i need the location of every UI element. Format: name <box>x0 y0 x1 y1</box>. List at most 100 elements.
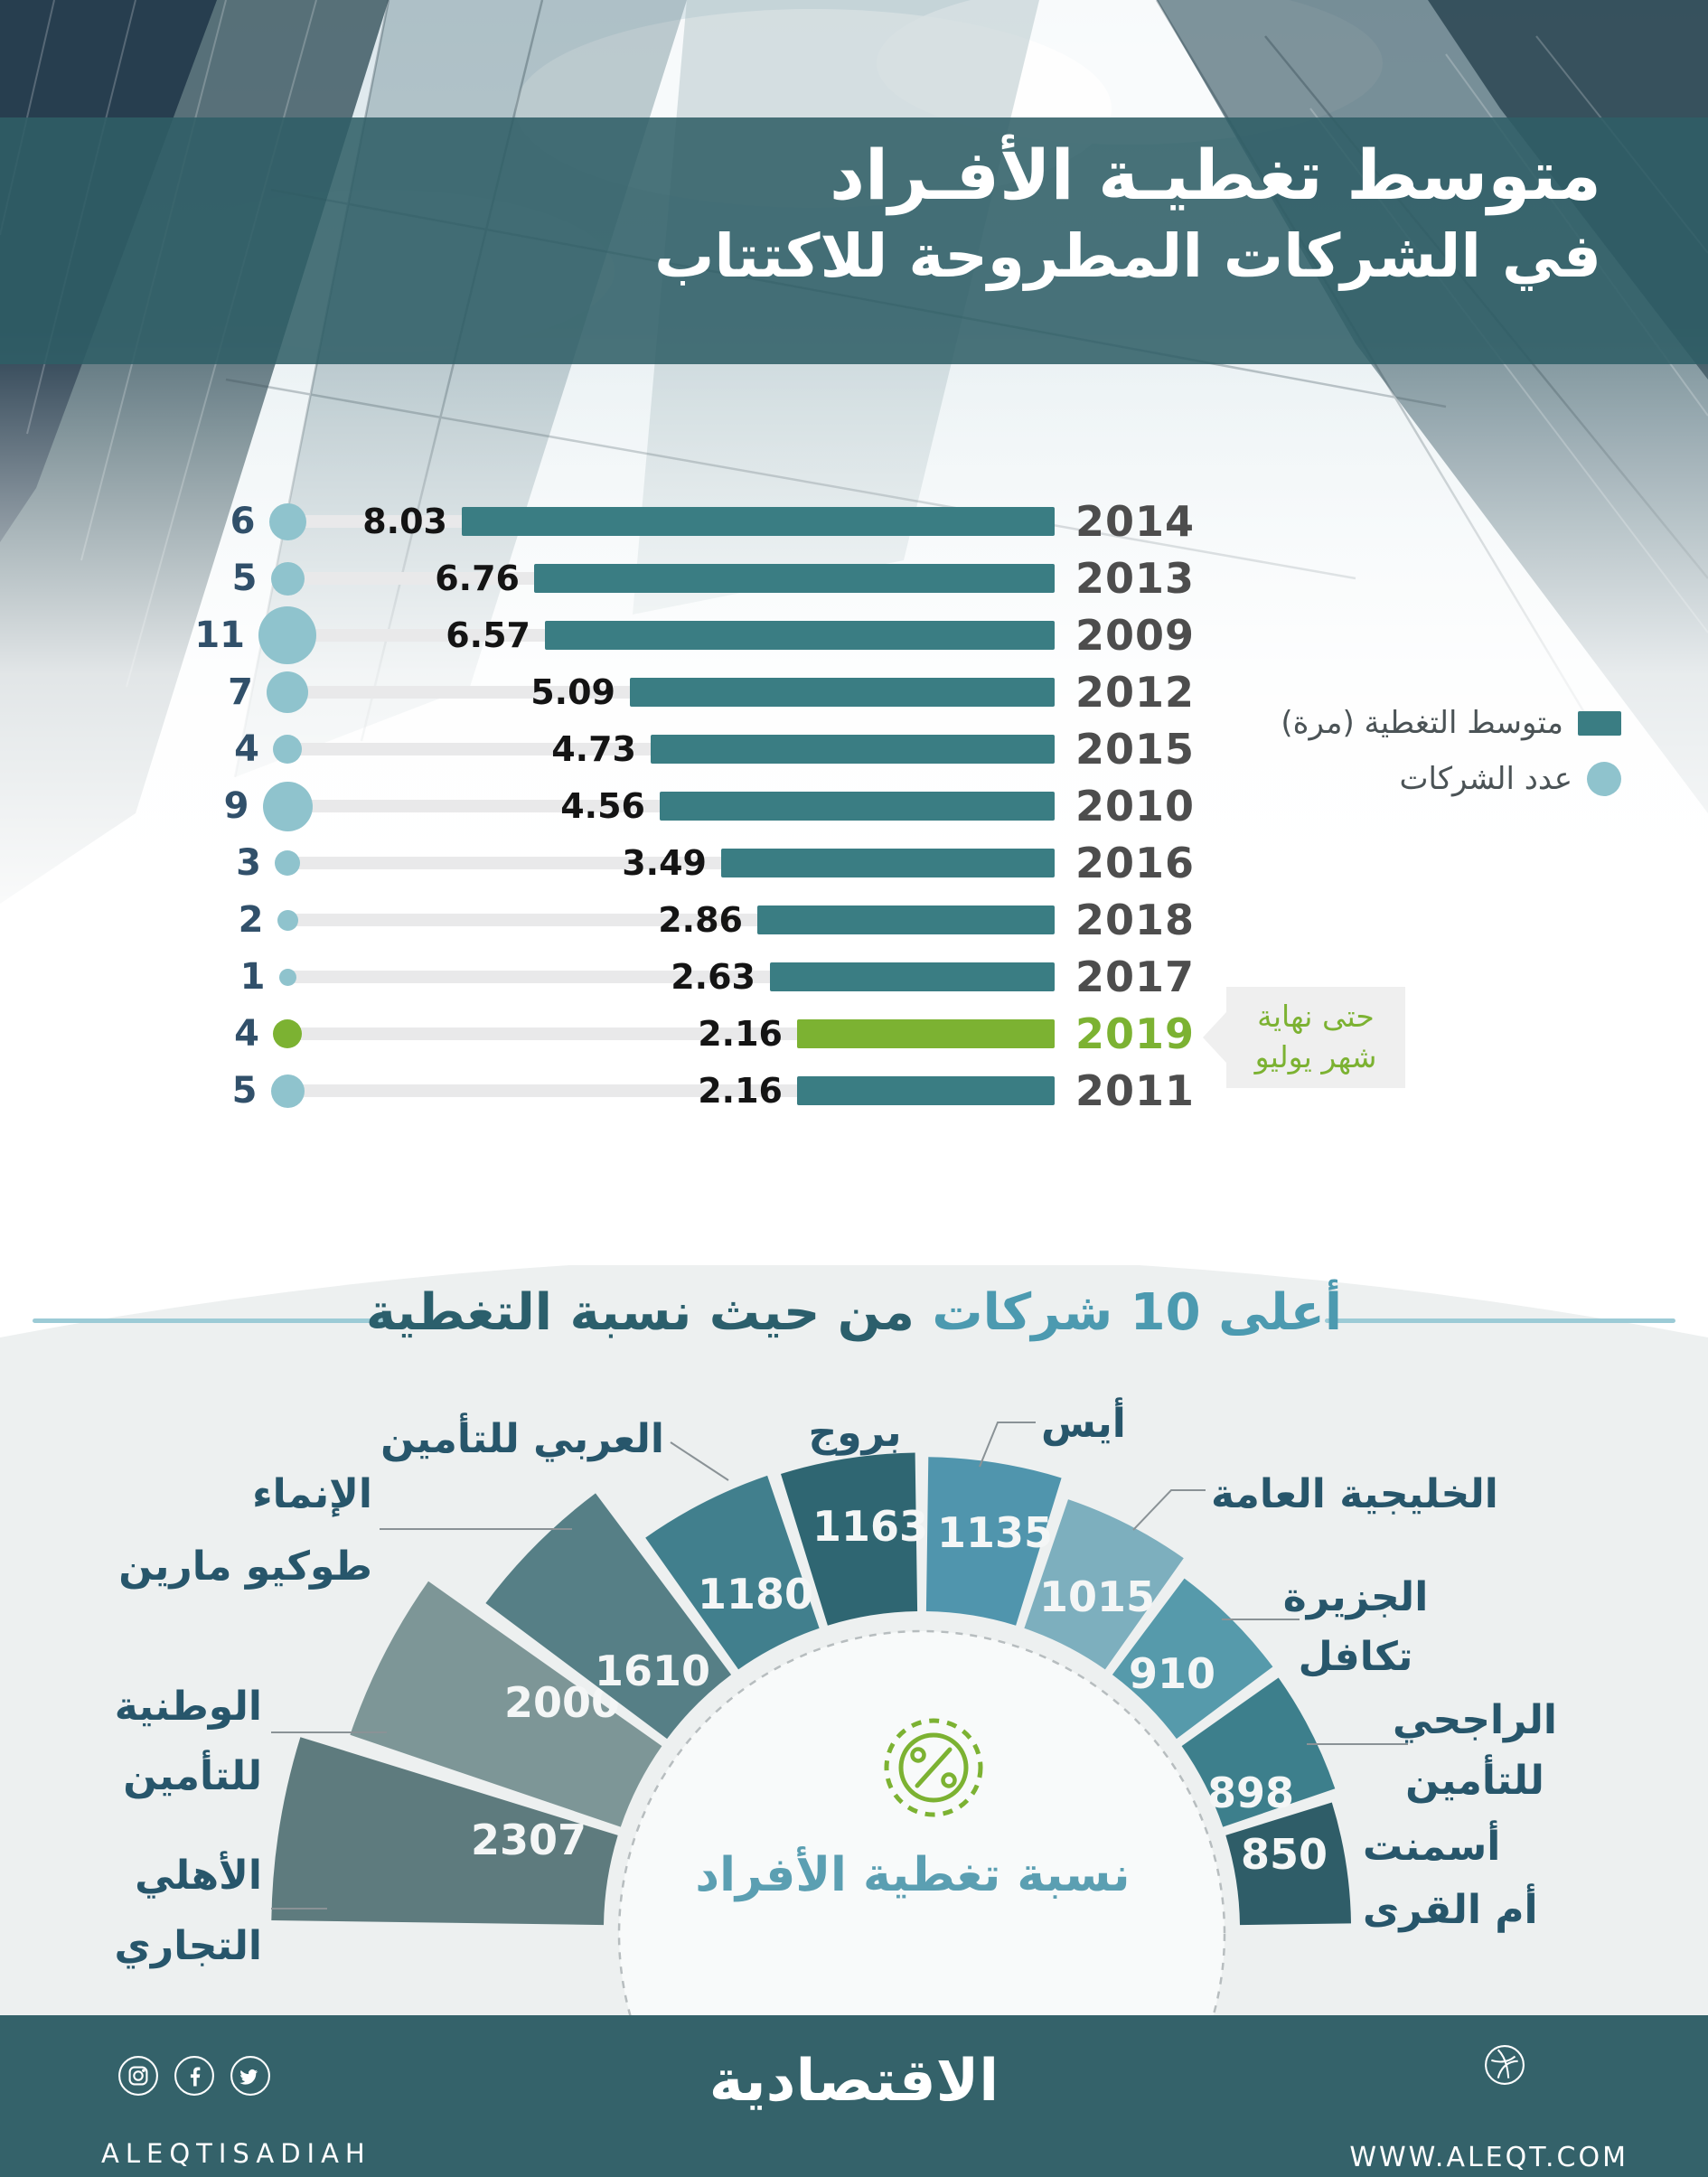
coverage-value: 2.16 <box>698 1071 783 1111</box>
chart-row-2011: 5 2.16 2011 <box>0 1063 1708 1119</box>
company-count-bubble <box>262 781 313 831</box>
company-count: 3 <box>236 842 261 884</box>
wedge-1 <box>271 1737 618 1926</box>
company-label: الراجحي <box>1393 1697 1557 1743</box>
company-label: الأهلي <box>135 1851 262 1899</box>
chart-row-2019: 4 2.16 2019 <box>0 1006 1708 1062</box>
company-label: للتأمين <box>1405 1754 1544 1804</box>
top10-title-highlight: أعلى 10 شركات <box>932 1283 1343 1342</box>
wedge-2 <box>350 1581 662 1827</box>
annotation-2019-tag: حتى نهاية شهر يوليو <box>1226 987 1405 1088</box>
footer: ALEQTISADIAH الاقتصادية WWW.ALEQT.COM <box>0 2015 1708 2177</box>
year-label: 2018 <box>1075 896 1196 944</box>
company-label: للتأمين <box>123 1750 262 1799</box>
company-label: تكافل <box>1299 1634 1413 1680</box>
company-label: أم القرى <box>1363 1883 1538 1933</box>
wedge-value: 898 <box>1207 1769 1294 1817</box>
percent-icon <box>884 1718 983 1817</box>
top10-chart: 2307 الأهلي التجاري 2000 الوطنية للتأمين 1610 ا… <box>0 1265 1708 2015</box>
top10-title-rest: من حيث نسبة التغطية <box>365 1283 915 1342</box>
company-count-bubble <box>278 968 296 986</box>
company-label: الجزيرة <box>1283 1574 1429 1620</box>
page-title-line2: في الشركات المطروحة للاكتتاب <box>654 221 1601 291</box>
chart-row-2009: 11 6.57 2009 <box>0 606 1708 664</box>
coverage-bar <box>770 962 1055 991</box>
fan-inner-dashed-ring <box>617 1629 1226 2015</box>
label-connector <box>979 1422 1036 1468</box>
company-label: الخليجية العامة <box>1211 1471 1498 1517</box>
wedge-8 <box>1112 1578 1273 1740</box>
social-icons <box>117 2055 271 2097</box>
coverage-value: 8.03 <box>362 502 447 541</box>
year-label: 2012 <box>1075 668 1196 717</box>
chart-row-2012: 7 5.09 2012 <box>0 664 1708 720</box>
fan-wedges-group: 2307الأهليالتجاري2000الوطنيةللتأمين1610ا… <box>115 1397 1557 1969</box>
wedge-value: 1610 <box>595 1647 710 1695</box>
label-connector <box>1132 1489 1206 1531</box>
coverage-bar <box>721 849 1055 877</box>
year-label: 2011 <box>1075 1066 1196 1115</box>
wedge-value: 850 <box>1241 1830 1328 1879</box>
title-dash-left <box>33 1318 383 1323</box>
facebook-icon <box>174 2056 214 2096</box>
label-connector <box>670 1441 729 1481</box>
page-title-line1: متوسط تغطيـة الأفـراد <box>829 135 1601 215</box>
chart-row-2017: 1 2.63 2017 <box>0 949 1708 1005</box>
legend-circle-swatch <box>1587 762 1621 796</box>
website-url: WWW.ALEQT.COM <box>1349 2142 1628 2173</box>
wedge-10 <box>1225 1802 1351 1926</box>
wedge-value: 1015 <box>1039 1572 1155 1621</box>
company-label: طوكيو مارين <box>118 1544 372 1590</box>
company-label: التجاري <box>115 1923 262 1969</box>
wedge-value: 1135 <box>937 1508 1053 1557</box>
company-count-bubble <box>268 502 306 540</box>
company-count: 11 <box>194 615 245 656</box>
dribbble-icon <box>1484 2044 1525 2089</box>
wedge-7 <box>1024 1499 1184 1670</box>
coverage-bar <box>462 507 1055 536</box>
coverage-value: 2.16 <box>698 1014 783 1054</box>
coverage-value: 6.76 <box>435 558 520 598</box>
fan-inner-disc <box>619 1631 1225 2015</box>
page-title: متوسط تغطيـة الأفـراد في الشركات المطروح… <box>654 132 1601 296</box>
company-count-bubble <box>267 671 308 713</box>
instagram-icon <box>118 2056 158 2096</box>
wedge-6 <box>925 1457 1062 1626</box>
wedge-3 <box>485 1493 732 1740</box>
wedge-4 <box>645 1475 820 1670</box>
wedge-value: 910 <box>1129 1649 1215 1698</box>
legend-row-companies: عدد الشركات <box>1399 761 1621 797</box>
coverage-bar <box>630 678 1055 707</box>
chart-row-2014: 6 8.03 2014 <box>0 493 1708 549</box>
coverage-bar <box>651 735 1055 764</box>
coverage-legend: متوسط التغطية (مرة) عدد الشركات <box>1281 705 1621 797</box>
chart-row-2015: 4 4.73 2015 <box>0 721 1708 777</box>
company-count: 5 <box>231 1070 258 1112</box>
company-label: بروج <box>809 1410 902 1456</box>
company-count-bubble <box>270 1074 305 1108</box>
coverage-bar <box>545 621 1055 650</box>
coverage-chart: 6 8.03 2014 5 6.76 2013 11 6.57 2009 7 5.09 2012 4 4.… <box>0 493 1708 1121</box>
coverage-value: 5.09 <box>530 672 615 712</box>
coverage-value: 6.57 <box>446 615 530 655</box>
company-count-bubble <box>270 561 305 596</box>
company-count-bubble <box>277 909 298 931</box>
year-label: 2013 <box>1075 554 1196 603</box>
coverage-value: 3.49 <box>622 843 707 883</box>
year-label: 2009 <box>1075 611 1196 660</box>
coverage-bar <box>797 1019 1055 1048</box>
coverage-bar <box>660 792 1055 821</box>
coverage-value: 2.63 <box>671 957 755 997</box>
company-count-bubble <box>273 1019 302 1048</box>
company-label: العربي للتأمين <box>380 1412 664 1462</box>
legend-row-coverage: متوسط التغطية (مرة) <box>1281 705 1621 741</box>
company-count: 1 <box>239 956 266 998</box>
title-dash-right <box>1325 1318 1675 1323</box>
legend-bar-swatch <box>1578 710 1621 736</box>
chart-row-2013: 5 6.76 2013 <box>0 550 1708 606</box>
year-label: 2017 <box>1075 952 1196 1001</box>
company-label: أيس <box>1041 1397 1126 1447</box>
legend-label-coverage: متوسط التغطية (مرة) <box>1281 705 1563 741</box>
company-label: الإنماء <box>252 1471 372 1517</box>
